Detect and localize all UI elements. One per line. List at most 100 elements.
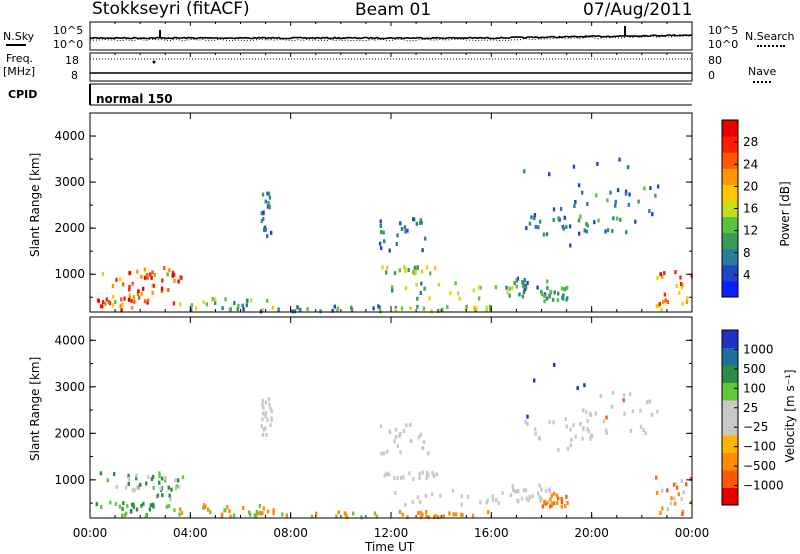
power-panel-echo-cell [163, 266, 166, 271]
power-panel-echo-cell [379, 223, 382, 228]
power-panel-echo-cell [267, 191, 271, 196]
power-panel-echo-cell [577, 183, 581, 188]
nsky-label: N.Sky [3, 30, 35, 43]
velocity-panel-echo-cell [501, 491, 504, 495]
power-panel-echo-cell [299, 307, 302, 312]
power-panel-echo-cell [137, 289, 140, 294]
velocity-colorbar-label: Velocity [m s⁻¹] [783, 369, 797, 463]
velocity-panel-echo-cell [491, 497, 495, 502]
power-panel-echo-cell [546, 286, 549, 290]
power-panel-echo-cell [446, 305, 449, 310]
velocity-panel-echo-cell [550, 493, 553, 498]
velocity-panel-echo-cell [151, 503, 155, 508]
power-colorbar-label: Power [dB] [778, 181, 792, 247]
velocity-panel-echo-cell [661, 488, 664, 493]
power-panel-echo-cell [268, 205, 271, 210]
velocity-panel-echo-cell [526, 422, 529, 426]
power-panel-echo-cell [266, 234, 269, 239]
velocity-panel-echo-cell [674, 482, 678, 487]
velocity-panel-echo-cell [220, 512, 224, 517]
velocity-panel-echo-cell [639, 408, 642, 413]
velocity-panel-echo-cell [497, 501, 501, 506]
velocity-panel-ylabel: Slant Range [km] [28, 356, 42, 461]
velocity-panel-echo-cell [399, 450, 402, 455]
power-panel-echo-cell [422, 306, 426, 311]
velocity-panel-echo-cell [158, 471, 161, 476]
power-panel-echo-cell [143, 299, 147, 304]
velocity-panel-echo-cell [513, 489, 517, 494]
velocity-panel-echo-cell [379, 424, 383, 429]
velocity-panel-echo-cell [525, 496, 528, 501]
x-tick-label: 04:00 [173, 526, 208, 540]
power-colorbar-swatch [722, 264, 738, 282]
power-panel-echo-cell [618, 157, 621, 162]
velocity-panel-echo-cell [373, 511, 377, 516]
velocity-panel-echo-cell [642, 428, 645, 432]
velocity-colorbar-swatch [722, 330, 738, 348]
power-panel-echo-cell [562, 287, 566, 292]
power-panel-echo-cell [565, 225, 568, 229]
freq-panel-frame [89, 52, 693, 82]
power-panel-echo-cell [168, 268, 171, 273]
power-panel-echo-cell [378, 241, 382, 246]
power-panel-echo-cell [419, 218, 422, 223]
power-panel-echo-cell [542, 232, 546, 237]
velocity-panel-echo-cell [262, 427, 266, 432]
power-panel-echo-cell [430, 309, 433, 314]
power-panel-echo-cell [372, 306, 375, 311]
velocity-panel-echo-cell [267, 397, 271, 402]
power-panel-echo-cell [264, 199, 267, 204]
velocity-panel-echo-cell [565, 424, 568, 429]
power-panel-echo-cell [655, 304, 658, 308]
power-panel-echo-cell [114, 300, 117, 304]
velocity-panel-echo-cell [173, 508, 176, 513]
power-panel-echo-cell [262, 210, 265, 215]
power-panel-echo-cell [403, 265, 406, 270]
power-panel-echo-cell [409, 306, 412, 311]
power-panel-echo-cell [561, 296, 565, 301]
velocity-panel-echo-cell [555, 493, 559, 498]
power-colorbar-swatch [722, 280, 738, 298]
velocity-panel-echo-cell [125, 511, 128, 516]
power-panel-echo-cell [151, 290, 154, 295]
velocity-colorbar-swatch [722, 435, 738, 453]
velocity-panel-echo-cell [175, 484, 178, 489]
velocity-panel-echo-cell [337, 510, 340, 515]
velocity-panel-echo-cell [264, 410, 268, 415]
velocity-panel-echo-cell [547, 500, 550, 504]
velocity-panel-echo-cell [426, 470, 429, 475]
power-panel-echo-cell [458, 296, 461, 301]
power-panel-echo-cell [472, 288, 475, 293]
velocity-panel-echo-cell [375, 514, 378, 519]
velocity-panel-echo-cell [565, 494, 568, 499]
station-title: Stokkseyri (fitACF) [92, 0, 250, 19]
power-panel-echo-cell [557, 216, 560, 221]
nsky-line-key [6, 44, 26, 46]
velocity-panel-echo-cell [315, 511, 318, 516]
power-panel-echo-cell [262, 217, 265, 222]
power-panel-echo-cell [270, 230, 273, 235]
power-colorbar-tick-label: 24 [743, 157, 758, 171]
power-panel-echo-cell [99, 304, 103, 309]
velocity-panel-echo-cell [124, 485, 128, 490]
velocity-panel-echo-cell [419, 499, 422, 504]
velocity-colorbar-swatch [722, 417, 738, 436]
velocity-panel-echo-cell [402, 475, 405, 480]
velocity-panel-echo-cell [431, 470, 434, 475]
power-panel-echo-cell [167, 288, 170, 293]
power-panel-echo-cell [111, 284, 115, 288]
velocity-panel-echo-cell [673, 496, 676, 501]
power-colorbar-swatch [722, 200, 738, 218]
power-panel-echo-cell [377, 304, 380, 309]
power-panel-echo-cell [568, 224, 572, 229]
velocity-panel-echo-cell [261, 511, 264, 516]
power-panel-echo-cell [380, 246, 383, 251]
velocity-panel-echo-cell [360, 515, 363, 520]
velocity-panel-echo-cell [95, 502, 98, 507]
power-panel-echo-cell [268, 195, 272, 200]
power-panel-echo-cell [260, 219, 263, 224]
power-panel-echo-cell [485, 308, 488, 313]
velocity-colorbar-tick-label: −100 [743, 440, 776, 454]
power-panel-echo-cell [145, 274, 149, 279]
velocity-panel-echo-cell [253, 513, 256, 518]
